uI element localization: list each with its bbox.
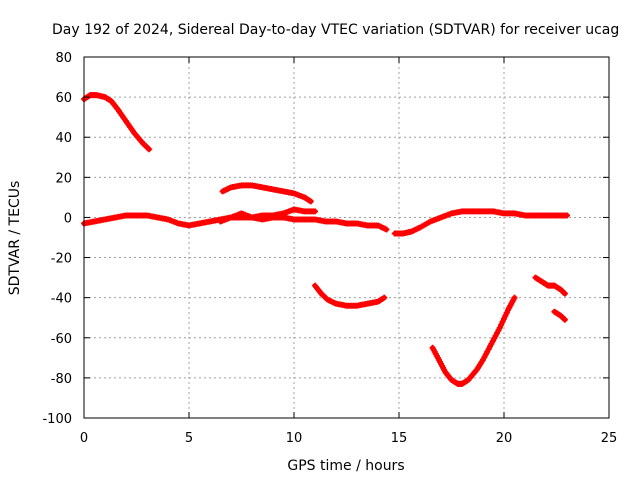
y-tick-label: 60 [55,91,72,106]
series-arc-6 [391,208,570,237]
data-point [312,208,318,215]
x-tick-label: 0 [80,431,88,446]
data-point [503,309,510,316]
data-point [501,315,507,322]
data-point [511,294,518,301]
data-point [561,290,568,297]
data-point [146,146,153,153]
y-tick-label: 0 [64,211,72,226]
data-point [564,212,570,219]
data-point [498,321,505,328]
series-arc-1 [81,92,153,153]
x-tick-label: 25 [601,431,618,446]
y-axis: -100 -80 -60 -40 -20 0 20 40 60 80 [42,51,609,427]
y-tick-label: 20 [55,171,72,186]
y-tick-label: 40 [55,131,72,146]
x-tick-label: 10 [286,431,303,446]
x-axis-title: GPS time / hours [287,458,404,474]
y-tick-label: -80 [51,372,72,387]
series-arc-9 [551,308,568,323]
y-tick-label: -100 [42,412,72,427]
series-arc-4 [217,206,318,225]
series-arc-8 [532,274,568,297]
data-point [502,312,509,319]
grid [84,57,609,418]
data-point [381,294,388,301]
data-point [496,324,503,331]
y-tick-label: -60 [51,332,72,347]
x-tick-label: 5 [185,431,193,446]
data-point [499,318,506,325]
x-tick-label: 20 [496,431,513,446]
plot-frame [83,56,610,419]
x-tick-label: 15 [391,431,408,446]
y-tick-label: -40 [51,292,72,307]
series-layer [81,92,570,387]
data-point [145,145,152,152]
data-point [307,198,314,205]
chart-title: Day 192 of 2024, Sidereal Day-to-day VTE… [52,22,619,38]
y-tick-label: -20 [51,252,72,267]
y-axis-title: SDTVAR / TECUs [7,181,23,296]
data-point [383,226,390,233]
y-tick-label: 80 [55,51,72,66]
series-arc-3 [219,182,314,205]
series-arc-5 [312,282,388,309]
series-arc-7 [429,294,518,387]
x-axis: 0 5 10 15 20 25 [80,57,617,446]
data-point [561,316,568,323]
